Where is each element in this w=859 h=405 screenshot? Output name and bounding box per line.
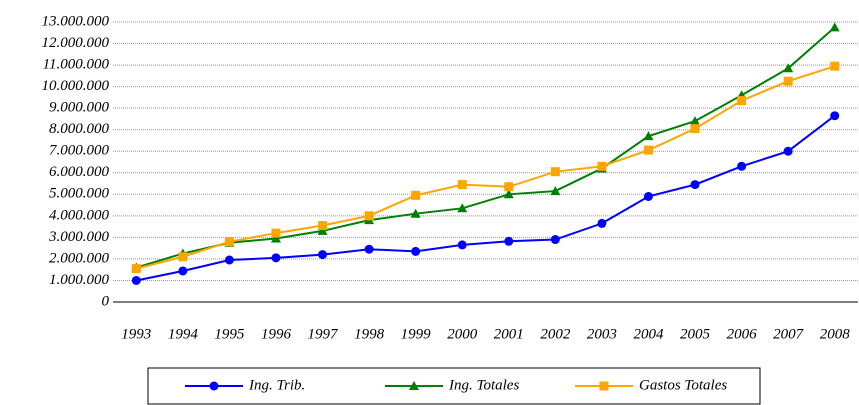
y-tick-label: 5.000.000 — [49, 186, 110, 202]
x-tick-label: 2001 — [494, 326, 524, 342]
marker — [504, 182, 514, 192]
marker — [364, 211, 374, 221]
x-tick-label: 1994 — [168, 326, 199, 342]
marker — [209, 381, 219, 391]
legend-label: Ing. Trib. — [248, 377, 305, 393]
marker — [410, 208, 421, 218]
x-tick-label: 2007 — [773, 326, 805, 342]
marker — [271, 228, 281, 238]
marker — [690, 180, 700, 190]
marker — [411, 246, 421, 256]
marker — [783, 63, 794, 73]
marker — [599, 381, 609, 391]
y-tick-label: 12.000.000 — [42, 35, 110, 51]
marker — [783, 76, 793, 86]
marker — [271, 253, 281, 263]
marker — [364, 244, 374, 254]
x-tick-label: 2003 — [587, 326, 617, 342]
series-line — [136, 65, 836, 270]
marker — [178, 252, 188, 262]
y-tick-label: 11.000.000 — [43, 57, 110, 73]
y-tick-label: 3.000.000 — [48, 229, 110, 245]
marker — [737, 161, 747, 171]
marker — [457, 203, 468, 213]
y-tick-label: 0 — [102, 293, 110, 309]
marker — [830, 111, 840, 121]
y-tick-label: 10.000.000 — [42, 78, 110, 94]
y-tick-label: 9.000.000 — [49, 100, 110, 116]
marker — [411, 190, 421, 200]
marker — [224, 237, 234, 247]
marker — [690, 124, 700, 134]
marker — [318, 250, 328, 260]
legend-label: Gastos Totales — [639, 377, 727, 393]
marker — [270, 233, 281, 243]
marker — [830, 61, 840, 71]
x-tick-label: 2008 — [820, 326, 851, 342]
x-tick-label: 1997 — [308, 326, 340, 342]
marker — [829, 22, 840, 32]
x-tick-label: 1996 — [261, 326, 292, 342]
marker — [643, 131, 654, 141]
x-tick-label: 1998 — [354, 326, 385, 342]
marker — [224, 255, 234, 265]
y-tick-label: 1.000.000 — [49, 272, 110, 288]
x-tick-label: 2004 — [633, 326, 664, 342]
marker — [550, 167, 560, 177]
x-tick-label: 1999 — [401, 326, 432, 342]
y-tick-label: 8.000.000 — [49, 121, 110, 137]
marker — [178, 266, 188, 276]
marker — [457, 240, 467, 250]
marker — [409, 381, 419, 390]
marker — [597, 218, 607, 228]
marker — [783, 146, 793, 156]
y-tick-label: 6.000.000 — [49, 164, 110, 180]
marker — [690, 116, 701, 126]
series-line — [136, 114, 836, 282]
marker — [597, 161, 607, 171]
marker — [643, 191, 653, 201]
y-tick-label: 2.000.000 — [49, 250, 110, 266]
marker — [737, 96, 747, 106]
marker — [550, 235, 560, 245]
x-tick-label: 2002 — [540, 326, 571, 342]
marker — [504, 236, 514, 246]
marker — [131, 264, 141, 274]
legend-box — [147, 367, 761, 405]
x-tick-label: 1993 — [121, 326, 151, 342]
y-tick-label: 7.000.000 — [49, 143, 110, 159]
x-tick-label: 2005 — [680, 326, 711, 342]
marker — [317, 225, 328, 235]
y-tick-label: 13.000.000 — [42, 13, 110, 29]
y-tick-label: 4.000.000 — [49, 207, 110, 223]
x-tick-label: 2006 — [727, 326, 758, 342]
marker — [503, 189, 514, 199]
series-line — [135, 26, 836, 269]
legend-label: Ing. Totales — [448, 377, 519, 393]
x-tick-label: 1995 — [214, 326, 245, 342]
marker — [457, 180, 467, 190]
marker — [131, 275, 141, 285]
marker — [643, 145, 653, 155]
marker — [318, 221, 328, 231]
marker — [550, 186, 561, 196]
x-tick-label: 2000 — [447, 326, 478, 342]
